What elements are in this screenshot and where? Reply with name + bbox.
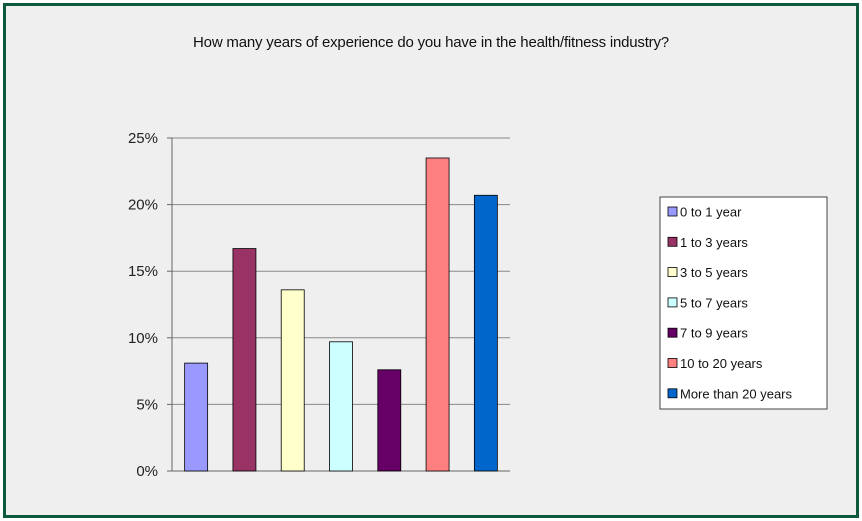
bar-5-to-7-years	[329, 341, 353, 472]
bar-3-to-5-years	[280, 289, 305, 472]
chart-title: How many years of experience do you have…	[193, 34, 669, 51]
legend-swatch	[667, 358, 678, 368]
bar-10-to-20-years	[425, 157, 450, 472]
bar-1-to-3-years	[232, 248, 257, 472]
legend: 0 to 1 year 1 to 3 years 3 to 5 years 5 to …	[659, 196, 828, 410]
y-tick-label: 25%	[128, 130, 158, 147]
bar-more-than-20-years	[473, 194, 498, 472]
legend-swatch	[667, 236, 678, 247]
y-tick-label: 15%	[128, 263, 158, 280]
axes: 0% 5% 10% 15% 20% 25%	[128, 130, 510, 480]
legend-label: More than 20 years	[680, 386, 793, 401]
y-tick-label: 10%	[128, 330, 158, 347]
legend-label: 3 to 5 years	[680, 265, 748, 280]
legend-label: 5 to 7 years	[680, 295, 748, 310]
bars	[184, 157, 498, 472]
bar-7-to-9-years	[377, 369, 402, 472]
legend-box	[659, 196, 828, 410]
legend-swatch	[667, 206, 678, 217]
legend-swatch	[667, 267, 678, 278]
legend-label: 1 to 3 years	[680, 235, 748, 250]
legend-swatch	[667, 388, 678, 399]
legend-swatch	[667, 297, 678, 308]
y-tick-label: 20%	[128, 197, 158, 214]
bar-0-to-1-year	[184, 362, 209, 472]
y-tick-label: 5%	[136, 396, 158, 413]
legend-label: 0 to 1 year	[680, 205, 742, 220]
legend-swatch	[667, 327, 678, 338]
y-tick-label: 0%	[136, 463, 158, 480]
legend-label: 7 to 9 years	[680, 326, 748, 341]
legend-label: 10 to 20 years	[680, 356, 763, 371]
